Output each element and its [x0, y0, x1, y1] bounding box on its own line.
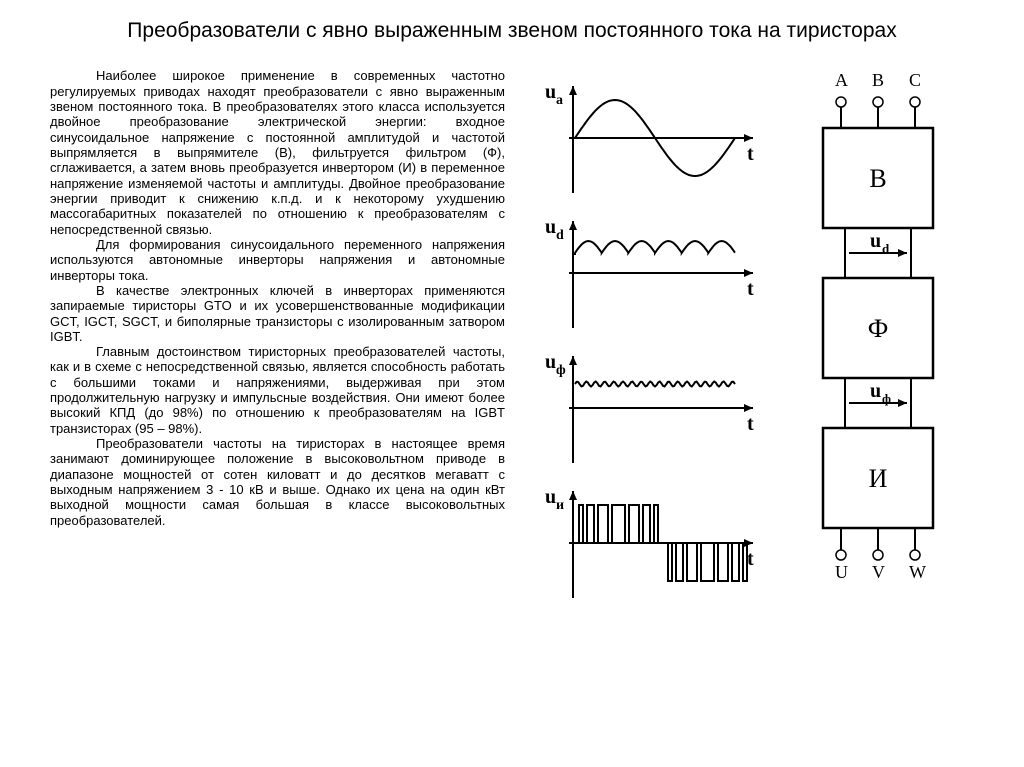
- svg-text:ф: ф: [882, 391, 891, 406]
- svg-text:u: u: [545, 81, 556, 103]
- svg-text:И: И: [869, 464, 888, 493]
- svg-text:V: V: [872, 562, 885, 582]
- svg-text:u: u: [545, 351, 556, 373]
- svg-text:d: d: [556, 228, 564, 243]
- svg-text:t: t: [747, 413, 754, 435]
- page-title: Преобразователи с явно выраженным звеном…: [50, 18, 974, 44]
- text-column: Наиболее широкое применение в современны…: [50, 68, 505, 688]
- svg-text:ф: ф: [556, 363, 566, 378]
- svg-text:C: C: [909, 70, 921, 90]
- paragraph: Преобразователи частоты на тиристорах в …: [50, 436, 505, 528]
- svg-text:u: u: [545, 216, 556, 238]
- svg-text:d: d: [882, 241, 890, 256]
- svg-text:u: u: [545, 486, 556, 508]
- svg-text:u: u: [870, 230, 881, 252]
- content-row: Наиболее широкое применение в современны…: [50, 68, 974, 688]
- svg-text:Ф: Ф: [868, 314, 889, 343]
- svg-text:A: A: [835, 70, 848, 90]
- svg-text:и: и: [556, 498, 564, 513]
- svg-text:В: В: [869, 164, 886, 193]
- paragraph: В качестве электронных ключей в инвертор…: [50, 283, 505, 344]
- svg-text:U: U: [835, 562, 848, 582]
- svg-text:u: u: [870, 380, 881, 402]
- svg-text:B: B: [872, 70, 884, 90]
- figure-column: uatudtuфtuиtABCВudФuфИUVW: [523, 68, 974, 688]
- svg-text:a: a: [556, 93, 563, 108]
- svg-text:t: t: [747, 143, 754, 165]
- paragraph: Главным достоинством тиристорных преобра…: [50, 344, 505, 436]
- converter-figure: uatudtuфtuиtABCВudФuфИUVW: [523, 68, 973, 688]
- paragraph: Для формирования синусоидального перемен…: [50, 237, 505, 283]
- svg-text:t: t: [747, 278, 754, 300]
- svg-text:W: W: [909, 562, 926, 582]
- paragraph: Наиболее широкое применение в современны…: [50, 68, 505, 237]
- svg-text:t: t: [747, 548, 754, 570]
